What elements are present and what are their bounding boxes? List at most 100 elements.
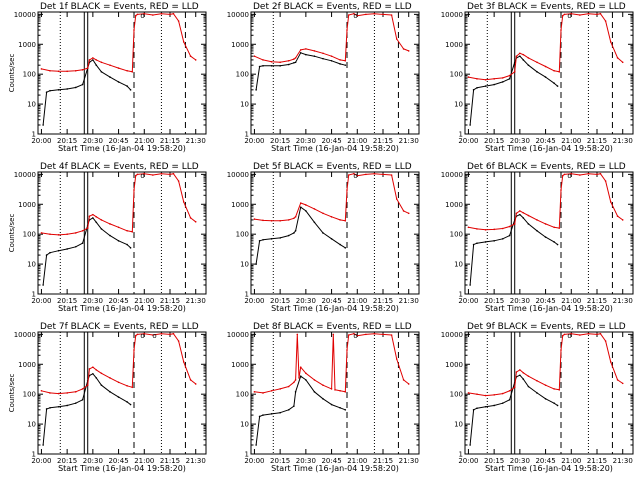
lld-point (599, 12, 602, 15)
lld-point (467, 392, 470, 394)
top-marker: o (353, 332, 357, 340)
x-tick-label: 21:00 (561, 457, 581, 465)
lld-point (395, 358, 398, 360)
lld-point (599, 172, 602, 175)
events-point (49, 407, 51, 409)
y-tick-label: 100 (23, 71, 36, 79)
y-tick-label: 100 (236, 71, 249, 79)
chart-title: Det 7f BLACK = Events, RED = LLD (40, 322, 199, 332)
lld-point (194, 383, 197, 385)
plot-frame (250, 331, 420, 455)
lld-point (294, 216, 297, 218)
lld-point (117, 226, 120, 229)
lld-point (515, 371, 518, 373)
lld-point (95, 216, 98, 218)
x-tick-label: 21:15 (160, 137, 180, 145)
y-tick-label: 10000 (227, 331, 249, 339)
lld-point (152, 14, 154, 16)
events-point (330, 403, 333, 406)
lld-point (305, 372, 307, 375)
y-tick-label: 10 (240, 261, 249, 269)
lld-point (330, 216, 333, 218)
lld-point (402, 379, 405, 381)
lld-point (587, 12, 590, 15)
x-axis-label: Start Time (16-Jan-04 19:58:20) (485, 464, 613, 473)
lld-point (40, 68, 43, 70)
events-point (484, 241, 487, 243)
events-point (501, 238, 504, 240)
x-tick-label: 20:45 (535, 457, 555, 465)
lld-point (86, 227, 89, 229)
lld-point (88, 215, 91, 217)
chart-panel-4: Det 4f BLACK = Events, RED = LLD 1 10 100 10… (8, 162, 207, 313)
events-point (42, 444, 44, 446)
lld-point (313, 208, 316, 210)
events-point (57, 249, 60, 252)
events-point (129, 247, 132, 249)
events-point (536, 71, 538, 73)
events-point (299, 375, 302, 377)
events-point (544, 236, 547, 238)
lld-point (467, 226, 470, 229)
series-lld-line (41, 13, 196, 73)
lld-point (40, 389, 43, 392)
events-point (544, 398, 547, 400)
events-point (42, 284, 44, 286)
lld-point (339, 389, 341, 392)
lld-point (508, 225, 511, 228)
lld-point (172, 332, 175, 335)
series-events-line (255, 52, 346, 90)
lld-point (407, 383, 410, 385)
lld-point (609, 41, 612, 43)
events-point (322, 57, 324, 60)
events-point (126, 243, 128, 246)
x-tick-label: 21:15 (587, 137, 607, 145)
events-point (45, 408, 48, 410)
lld-point (133, 189, 135, 191)
lld-point (305, 48, 307, 50)
lld-point (66, 70, 68, 73)
events-point (95, 221, 98, 224)
x-tick-label: 20:45 (535, 297, 555, 305)
events-point (294, 391, 297, 393)
lld-point (296, 333, 299, 336)
lld-point (172, 12, 175, 15)
events-point (109, 76, 111, 78)
lld-point (143, 332, 146, 335)
events-point (472, 409, 475, 411)
y-tick-label: 10 (454, 101, 463, 109)
chart-title: Det 1f BLACK = Events, RED = LLD (40, 2, 199, 12)
lld-point (81, 229, 84, 232)
x-tick-label: 21:30 (613, 457, 633, 465)
lld-point (522, 371, 525, 374)
lld-point (134, 334, 137, 337)
events-point (556, 243, 559, 246)
events-point (339, 407, 341, 409)
chart-panel-7: Det 7f BLACK = Events, RED = LLD 1 10 100 10… (8, 322, 207, 473)
lld-point (544, 65, 547, 68)
x-tick-label: 21:00 (347, 457, 367, 465)
y-tick-label: 1 (245, 451, 249, 459)
lld-point (330, 388, 333, 390)
y-tick-label: 10 (27, 261, 36, 269)
lld-point (353, 172, 355, 175)
events-point (45, 254, 48, 256)
lld-point (476, 228, 478, 230)
lld-point (134, 174, 137, 177)
y-tick-label: 10000 (14, 171, 36, 179)
y-tick-label: 10 (27, 421, 36, 429)
lld-point (558, 389, 561, 391)
lld-point (407, 212, 410, 215)
events-point (49, 251, 51, 254)
events-point (305, 210, 307, 212)
lld-point (131, 386, 134, 389)
lld-point (553, 226, 555, 229)
events-point (117, 81, 120, 83)
x-tick-label: 20:30 (83, 137, 103, 145)
events-point (109, 391, 111, 393)
x-tick-label: 20:45 (108, 137, 128, 145)
lld-point (356, 14, 359, 17)
events-point (519, 55, 521, 57)
events-point (522, 59, 525, 61)
events-point (536, 392, 538, 394)
